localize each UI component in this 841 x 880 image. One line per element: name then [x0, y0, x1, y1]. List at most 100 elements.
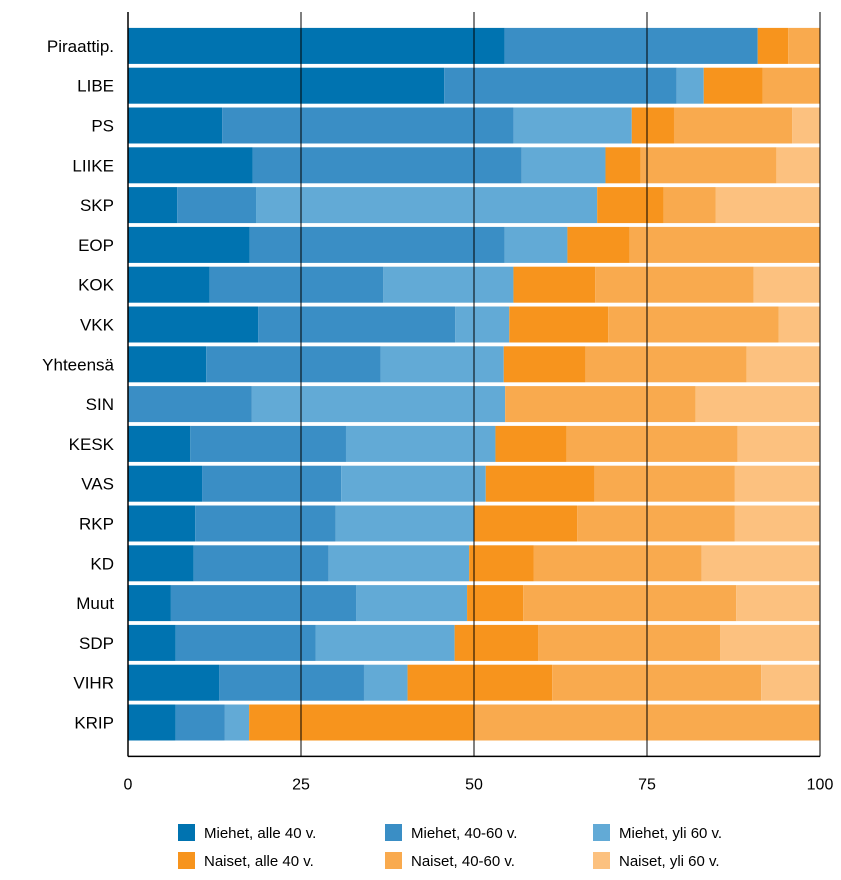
- bar-segment-rkp-s1: [195, 506, 335, 542]
- bar-segment-kesk-s0: [128, 426, 190, 462]
- bar-segment-liike-s2: [522, 147, 606, 183]
- bar-segment-muut-s0: [128, 585, 171, 621]
- bar-segment-sdp-s5: [720, 625, 820, 661]
- bar-segment-vkk-s2: [455, 307, 509, 343]
- bar-segment-libe-s0: [128, 68, 444, 104]
- bar-segment-ps-s4: [674, 108, 792, 144]
- legend-swatch: [385, 852, 402, 869]
- bar-segment-ps-s3: [632, 108, 674, 144]
- bar-segment-libe-s1: [444, 68, 677, 104]
- bar-segment-rkp-s5: [735, 506, 820, 542]
- bar-segment-piraattip-s3: [758, 28, 788, 64]
- legend-swatch: [385, 824, 402, 841]
- bar-segment-sdp-s3: [455, 625, 539, 661]
- bar-segment-kesk-s3: [495, 426, 566, 462]
- legend-label: Miehet, alle 40 v.: [204, 825, 316, 842]
- bar-segment-libe-s3: [704, 68, 763, 104]
- bar-segment-kesk-s2: [346, 426, 495, 462]
- legend-label: Miehet, 40-60 v.: [411, 825, 517, 842]
- bar-segment-eop-s0: [128, 227, 250, 263]
- bar-segment-liike-s0: [128, 147, 253, 183]
- bar-segment-kd-s2: [329, 545, 469, 581]
- category-label: LIBE: [77, 77, 114, 96]
- bar-segment-vkk-s0: [128, 307, 258, 343]
- bar-segment-skp-s5: [716, 187, 820, 223]
- bar-segment-yhteens-s5: [747, 346, 820, 382]
- bar-segment-sin-s1: [128, 386, 252, 422]
- bar-segment-vihr-s2: [364, 665, 408, 701]
- category-labels: Piraattip. LIBE PS LIIKE SKP EOP KOK VKK Yhteens…: [42, 37, 115, 733]
- bar-segment-vihr-s0: [128, 665, 219, 701]
- legend: Miehet, alle 40 v. Miehet, 40-60 v. Miehet…: [178, 824, 722, 870]
- bar-segment-vkk-s5: [778, 307, 820, 343]
- bar-segment-libe-s4: [763, 68, 820, 104]
- category-label: SKP: [80, 196, 114, 215]
- bar-segment-muut-s1: [171, 585, 356, 621]
- bar-segment-vas-s1: [202, 466, 341, 502]
- bar-segment-muut-s3: [467, 585, 523, 621]
- bar-segment-eop-s2: [504, 227, 567, 263]
- bar-segment-vas-s2: [341, 466, 486, 502]
- bar-segment-vihr-s5: [761, 665, 820, 701]
- bar-segment-kesk-s4: [567, 426, 738, 462]
- legend-label: Miehet, yli 60 v.: [619, 825, 722, 842]
- bar-segment-liike-s5: [776, 147, 820, 183]
- bar-segment-kok-s5: [754, 267, 820, 303]
- legend-swatch: [593, 824, 610, 841]
- bar-segment-yhteens-s4: [585, 346, 746, 382]
- bar-segment-kok-s1: [210, 267, 384, 303]
- bar-segment-vkk-s3: [509, 307, 608, 343]
- category-label: Piraattip.: [47, 37, 114, 56]
- legend-label: Naiset, alle 40 v.: [204, 853, 314, 870]
- category-label: KESK: [69, 435, 115, 454]
- category-label: KD: [90, 554, 114, 573]
- bar-segment-yhteens-s0: [128, 346, 206, 382]
- x-tick-label: 50: [465, 776, 483, 793]
- category-label: PS: [91, 117, 114, 136]
- bar-segment-rkp-s4: [577, 506, 735, 542]
- bar-segment-rkp-s2: [336, 506, 474, 542]
- bar-segment-skp-s3: [597, 187, 663, 223]
- bar-segment-kok-s2: [383, 267, 513, 303]
- category-label: SDP: [79, 634, 114, 653]
- bar-segment-vas-s5: [735, 466, 820, 502]
- bar-segment-liike-s1: [253, 147, 522, 183]
- bar-segment-piraattip-s1: [504, 28, 757, 64]
- category-label: VAS: [81, 475, 114, 494]
- legend-label: Naiset, yli 60 v.: [619, 853, 720, 870]
- bar-segment-muut-s5: [736, 585, 820, 621]
- bar-segment-krip-s3: [249, 705, 474, 741]
- x-tick-label: 0: [124, 776, 133, 793]
- bar-segment-kd-s4: [534, 545, 702, 581]
- category-label: Muut: [76, 594, 114, 613]
- bar-segment-krip-s1: [176, 705, 225, 741]
- bar-segment-ps-s0: [128, 108, 222, 144]
- bar-segment-kok-s0: [128, 267, 210, 303]
- bar-segment-rkp-s0: [128, 506, 195, 542]
- legend-swatch: [178, 824, 195, 841]
- category-label: SIN: [86, 395, 114, 414]
- bar-segment-krip-s2: [225, 705, 249, 741]
- bar-segment-kesk-s5: [738, 426, 820, 462]
- bar-segment-yhteens-s2: [381, 346, 504, 382]
- category-label: LIIKE: [72, 156, 114, 175]
- bar-segment-liike-s4: [641, 147, 777, 183]
- category-label: RKP: [79, 515, 114, 534]
- x-tick-label: 100: [807, 776, 834, 793]
- bar-segment-muut-s2: [356, 585, 467, 621]
- bar-segment-vas-s3: [486, 466, 595, 502]
- bar-segment-piraattip-s4: [788, 28, 820, 64]
- bar-segment-ps-s1: [222, 108, 513, 144]
- bar-segment-vkk-s4: [608, 307, 778, 343]
- bar-segment-kd-s5: [702, 545, 820, 581]
- category-label: VKK: [80, 316, 115, 335]
- bar-segment-sdp-s4: [538, 625, 720, 661]
- x-tick-label: 75: [638, 776, 656, 793]
- bar-segment-vihr-s3: [408, 665, 553, 701]
- bar-segment-vihr-s4: [552, 665, 761, 701]
- bar-segment-sin-s5: [695, 386, 820, 422]
- bar-segment-eop-s4: [630, 227, 820, 263]
- bar-segment-kd-s1: [194, 545, 329, 581]
- bar-segment-eop-s3: [567, 227, 629, 263]
